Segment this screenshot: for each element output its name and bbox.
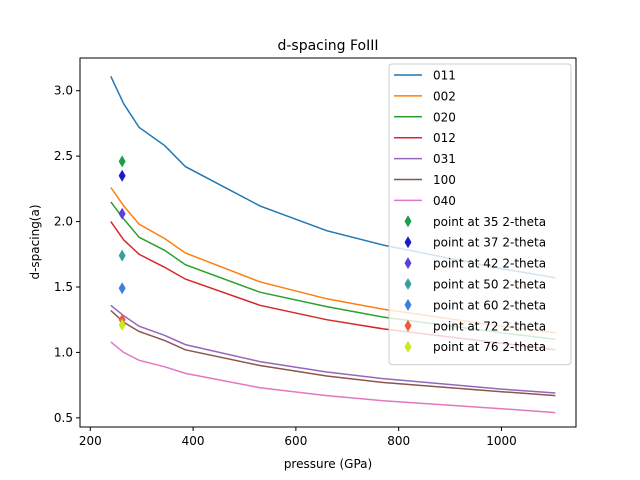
legend-label: 020 xyxy=(433,110,456,124)
x-tick-label: 200 xyxy=(79,434,102,448)
series-line-040 xyxy=(110,341,556,414)
legend-marker xyxy=(404,319,412,332)
plot-area xyxy=(110,75,556,414)
legend-marker xyxy=(404,298,412,311)
x-tick-label: 1000 xyxy=(486,434,517,448)
series-line-031 xyxy=(110,304,556,394)
legend-marker xyxy=(404,257,412,270)
plot-frame xyxy=(79,57,577,428)
point-marker-6 xyxy=(118,318,126,331)
legend-label: 002 xyxy=(433,89,456,103)
legend-marker xyxy=(404,278,412,290)
y-tick-label: 2.0 xyxy=(54,215,73,229)
legend-marker xyxy=(404,236,412,249)
point-marker-4 xyxy=(118,282,126,295)
x-tick-label: 600 xyxy=(284,434,307,448)
y-axis-label: d-spacing(a) xyxy=(28,204,42,279)
legend-label: 011 xyxy=(433,69,456,83)
legend-label: point at 72 2-theta xyxy=(433,319,546,333)
legend: 011 002 020 012 031 100 040 point at 35 2-theta… xyxy=(388,63,572,366)
y-tick-label: 1.0 xyxy=(54,345,73,359)
point-marker-3 xyxy=(118,249,126,262)
legend-label: 100 xyxy=(433,173,456,187)
legend-label: point at 60 2-theta xyxy=(433,298,546,312)
legend-label: 040 xyxy=(433,194,456,208)
point-marker-0 xyxy=(118,155,126,168)
legend-label: 031 xyxy=(433,152,456,166)
legend-label: point at 37 2-theta xyxy=(433,236,546,250)
point-marker-1 xyxy=(118,169,126,182)
x-axis-label: pressure (GPa) xyxy=(284,457,372,471)
x-axis: 200 400 600 800 1000 xyxy=(79,427,517,448)
x-tick-label: 800 xyxy=(387,434,410,448)
legend-box xyxy=(388,63,572,366)
legend-marker xyxy=(404,340,412,353)
y-tick-label: 2.5 xyxy=(54,149,73,163)
legend-marker xyxy=(404,215,412,228)
legend-label: 012 xyxy=(433,131,456,145)
y-tick-label: 1.5 xyxy=(54,280,73,294)
point-marker-2 xyxy=(118,207,126,220)
legend-label: point at 42 2-theta xyxy=(433,257,546,271)
y-tick-label: 0.5 xyxy=(54,411,73,425)
x-tick-label: 400 xyxy=(182,434,205,448)
legend-label: point at 76 2-theta xyxy=(433,340,546,354)
y-tick-label: 3.0 xyxy=(54,84,73,98)
chart-title: d-spacing FoIII xyxy=(277,38,378,54)
y-axis: 0.5 1.0 1.5 2.0 2.5 3.0 xyxy=(54,84,80,425)
legend-label: point at 50 2-theta xyxy=(433,278,546,292)
legend-label: point at 35 2-theta xyxy=(433,215,546,229)
series-line-100 xyxy=(110,309,556,397)
